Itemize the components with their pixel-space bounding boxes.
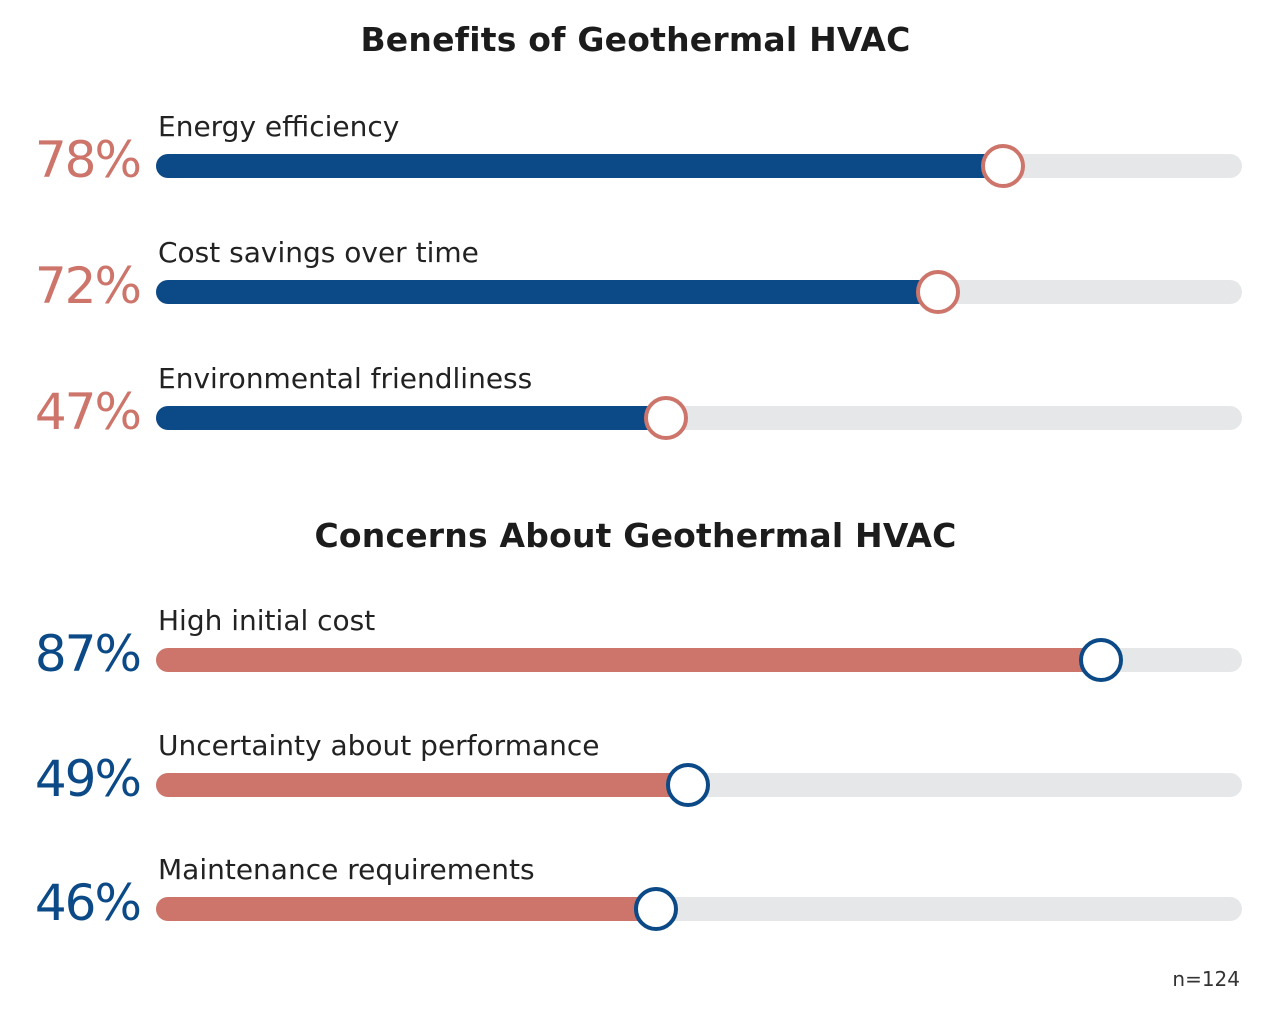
benefit-bar-fill (156, 406, 666, 430)
concern-bar-fill (156, 897, 656, 921)
benefit-row: Environmental friendliness 47% (0, 362, 1271, 482)
benefit-label: Cost savings over time (158, 236, 479, 269)
benefit-bar-fill (156, 154, 1003, 178)
concern-bar-marker (634, 887, 678, 931)
benefit-bar-track (156, 270, 1242, 314)
benefit-bar-track (156, 144, 1242, 188)
concern-bar-marker (1079, 638, 1123, 682)
concern-label: Uncertainty about performance (158, 729, 600, 762)
concern-label: Maintenance requirements (158, 853, 535, 886)
benefit-bar-fill (156, 280, 938, 304)
concern-value-label: 49% (34, 750, 142, 808)
concern-bar-track (156, 638, 1242, 682)
sample-size-footnote: n=124 (1172, 967, 1240, 991)
benefit-bar-track (156, 396, 1242, 440)
concern-value-label: 87% (34, 625, 142, 683)
benefit-value-label: 47% (34, 383, 142, 441)
benefits-chart-title: Benefits of Geothermal HVAC (360, 20, 911, 59)
benefit-value-label: 78% (34, 131, 142, 189)
concern-row: High initial cost 87% (0, 604, 1271, 724)
concern-value-label: 46% (34, 874, 142, 932)
concern-label: High initial cost (158, 604, 376, 637)
benefit-label: Energy efficiency (158, 110, 400, 143)
benefit-bar-marker (644, 396, 688, 440)
concern-row: Maintenance requirements 46% (0, 853, 1271, 973)
benefit-bar-marker (916, 270, 960, 314)
benefit-row: Energy efficiency 78% (0, 110, 1271, 230)
benefit-label: Environmental friendliness (158, 362, 533, 395)
benefit-bar-marker (981, 144, 1025, 188)
concerns-chart-title: Concerns About Geothermal HVAC (314, 516, 957, 555)
concern-bar-fill (156, 648, 1101, 672)
concern-bar-fill (156, 773, 688, 797)
concern-row: Uncertainty about performance 49% (0, 729, 1271, 849)
concern-bar-track (156, 887, 1242, 931)
concern-bar-track (156, 763, 1242, 807)
benefit-row: Cost savings over time 72% (0, 236, 1271, 356)
concern-bar-marker (666, 763, 710, 807)
benefit-value-label: 72% (34, 257, 142, 315)
